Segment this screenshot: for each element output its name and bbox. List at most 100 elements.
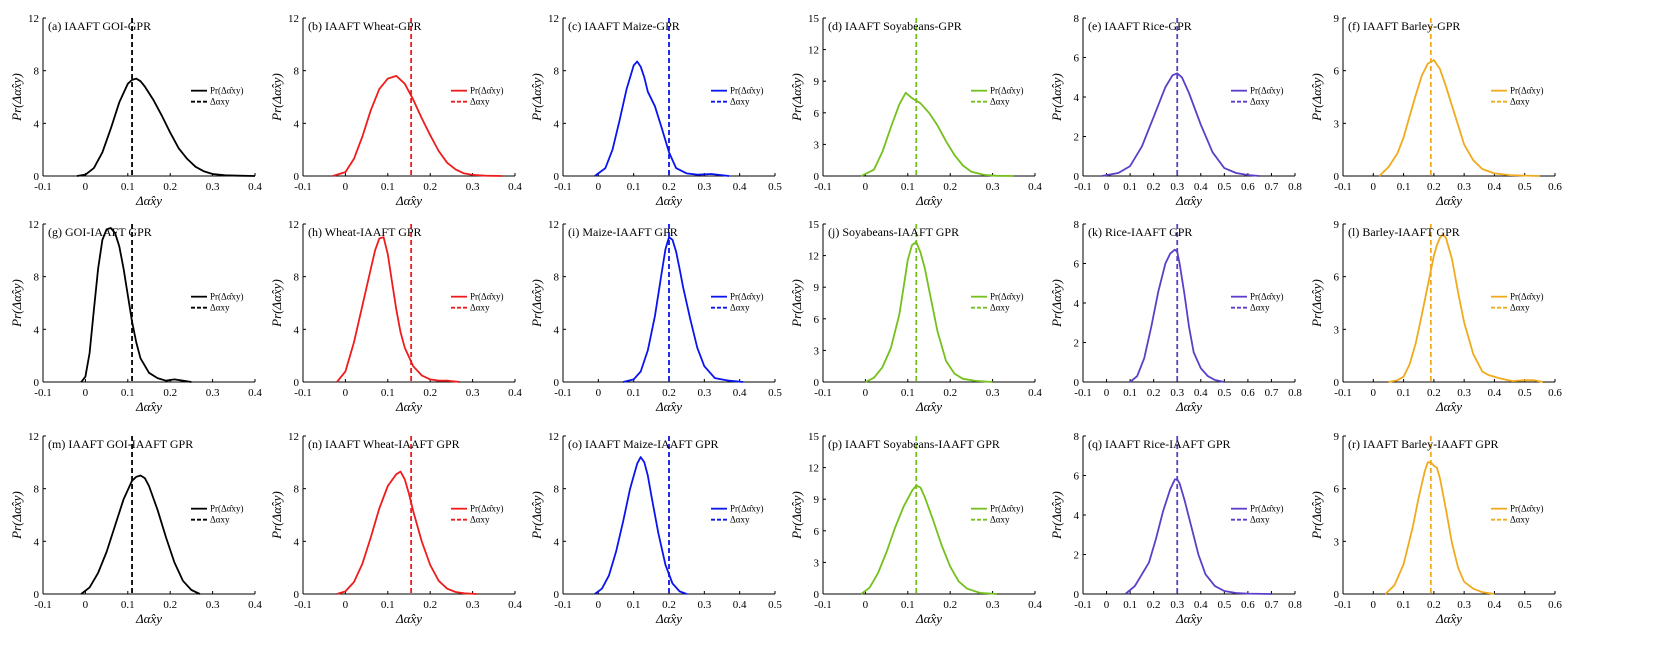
y-tick-label: 0 — [814, 171, 820, 183]
legend-curve-label: Pr(Δα̂xy) — [210, 292, 244, 302]
legend-curve-label: Pr(Δα̂xy) — [1510, 292, 1544, 302]
legend-line-label: Δαxy — [470, 303, 490, 313]
y-tick-label: 6 — [1074, 471, 1080, 483]
y-tick-label: 8 — [34, 272, 40, 284]
y-tick-label: 8 — [294, 66, 300, 78]
legend-curve-label: Pr(Δα̂xy) — [210, 86, 244, 96]
x-tick-label: 0.3 — [1170, 599, 1184, 611]
x-tick-label: 0.4 — [733, 599, 747, 611]
panel-title: (g) GOI-IAAFT GPR — [48, 225, 152, 239]
x-axis-label: Δα̂xy — [1435, 193, 1462, 208]
x-tick-label: 0.4 — [1488, 599, 1502, 611]
x-tick-label: -0.1 — [554, 181, 571, 193]
x-tick-label: 0 — [1104, 181, 1110, 193]
x-tick-label: 0.1 — [121, 387, 135, 399]
legend-line-label: Δαxy — [210, 97, 230, 107]
x-tick-label: 0 — [1371, 181, 1377, 193]
x-axis-label: Δα̂xy — [395, 399, 422, 414]
y-tick-label: 9 — [814, 494, 820, 506]
x-tick-label: 0.1 — [1123, 387, 1137, 399]
y-tick-label: 4 — [294, 118, 300, 130]
density-curve — [622, 236, 744, 383]
legend: Pr(Δα̂xy)Δαxy — [1491, 504, 1544, 525]
y-tick-label: 9 — [1334, 219, 1340, 231]
x-tick-label: -0.1 — [1074, 599, 1091, 611]
y-axis-label: Pr(Δα̂xy) — [789, 491, 804, 540]
x-tick-label: 0 — [1371, 387, 1377, 399]
y-tick-label: 4 — [554, 536, 560, 548]
y-tick-label: 4 — [1074, 92, 1080, 104]
x-tick-label: 0.2 — [1427, 181, 1441, 193]
panel-title: (e) IAAFT Rice-GPR — [1088, 19, 1192, 33]
x-axis-label: Δα̂xy — [135, 193, 162, 208]
x-tick-label: 0.3 — [697, 599, 711, 611]
y-tick-label: 6 — [1334, 272, 1340, 284]
x-axis-label: Δα̂xy — [655, 193, 682, 208]
panel-title: (n) IAAFT Wheat-IAAFT GPR — [308, 437, 460, 451]
y-tick-label: 0 — [294, 171, 300, 183]
y-tick-label: 8 — [294, 272, 300, 284]
panel-3: -0.1 0 0.1 0.2 0.3 0.4 0.504812Δα̂xyPr(Δα̂xy)(… — [529, 13, 782, 208]
density-curve — [594, 456, 688, 595]
panel-11: -0.1 0 0.1 0.2 0.3 0.4 0.5 0.6 0.7 0.802468Δα̂xyP… — [1049, 219, 1302, 414]
y-tick-label: 0 — [814, 377, 820, 389]
x-tick-label: 0.1 — [381, 181, 395, 193]
y-axis-label: Pr(Δα̂xy) — [1309, 491, 1324, 540]
x-tick-label: 0.1 — [1397, 181, 1411, 193]
x-tick-label: 0.4 — [733, 387, 747, 399]
x-tick-label: 0.2 — [163, 387, 177, 399]
legend-line-label: Δαxy — [210, 303, 230, 313]
x-axis-label: Δα̂xy — [395, 193, 422, 208]
legend-curve-label: Pr(Δα̂xy) — [1510, 86, 1544, 96]
x-tick-label: 0.2 — [423, 181, 437, 193]
density-curve — [594, 60, 730, 177]
panel-9: -0.1 0 0.1 0.2 0.3 0.4 0.504812Δα̂xyPr(Δα̂xy)(… — [529, 219, 782, 414]
x-tick-label: 0 — [596, 387, 602, 399]
x-axis-label: Δα̂xy — [655, 399, 682, 414]
x-axis-label: Δα̂xy — [915, 193, 942, 208]
x-axis-label: Δα̂xy — [135, 611, 162, 626]
y-tick-label: 0 — [1334, 377, 1340, 389]
x-tick-label: 0.3 — [1170, 181, 1184, 193]
panel-title: (c) IAAFT Maize-GPR — [568, 19, 680, 33]
y-tick-label: 4 — [34, 536, 40, 548]
panel-18: -0.1 0 0.1 0.2 0.3 0.4 0.5 0.60369Δα̂xyPr(Δα̂xy… — [1309, 431, 1562, 626]
x-axis-label: Δα̂xy — [1175, 193, 1202, 208]
x-tick-label: 0.1 — [1397, 599, 1411, 611]
x-tick-label: -0.1 — [34, 387, 51, 399]
panel-7: -0.1 0 0.1 0.2 0.3 0.404812Δα̂xyPr(Δα̂xy)(g) … — [9, 219, 262, 414]
y-tick-label: 12 — [808, 45, 819, 57]
y-tick-label: 0 — [1074, 589, 1080, 601]
legend-curve-label: Pr(Δα̂xy) — [730, 86, 764, 96]
x-tick-label: 0.3 — [466, 599, 480, 611]
x-tick-label: 0.4 — [1194, 599, 1208, 611]
y-axis-label: Pr(Δα̂xy) — [529, 279, 544, 328]
legend-line-label: Δαxy — [1250, 515, 1270, 525]
x-tick-label: 0.2 — [662, 599, 676, 611]
x-tick-label: 0.7 — [1265, 181, 1279, 193]
y-tick-label: 2 — [1074, 550, 1080, 562]
x-tick-label: 0.3 — [1457, 387, 1471, 399]
x-tick-label: 0.6 — [1241, 387, 1255, 399]
panel-8: -0.1 0 0.1 0.2 0.3 0.404812Δα̂xyPr(Δα̂xy)(h) … — [269, 219, 522, 414]
x-tick-label: 0.1 — [901, 181, 915, 193]
legend: Pr(Δα̂xy)Δαxy — [1231, 504, 1284, 525]
y-tick-label: 8 — [554, 66, 560, 78]
y-tick-label: 4 — [554, 324, 560, 336]
legend: Pr(Δα̂xy)Δαxy — [1491, 292, 1544, 313]
x-tick-label: 0.2 — [1147, 181, 1161, 193]
legend: Pr(Δα̂xy)Δαxy — [191, 504, 244, 525]
y-axis-label: Pr(Δα̂xy) — [269, 279, 284, 328]
x-tick-label: 0 — [1104, 387, 1110, 399]
x-tick-label: -0.1 — [34, 599, 51, 611]
legend-curve-label: Pr(Δα̂xy) — [470, 504, 504, 514]
density-curve — [1388, 233, 1544, 383]
y-axis-label: Pr(Δα̂xy) — [529, 491, 544, 540]
panel-title: (a) IAAFT GOI-GPR — [48, 19, 151, 33]
legend-line-label: Δαxy — [1510, 303, 1530, 313]
x-tick-label: 0 — [83, 599, 89, 611]
x-tick-label: 0.4 — [508, 181, 522, 193]
y-tick-label: 8 — [34, 66, 40, 78]
x-tick-label: -0.1 — [294, 387, 311, 399]
y-axis-label: Pr(Δα̂xy) — [9, 491, 24, 540]
